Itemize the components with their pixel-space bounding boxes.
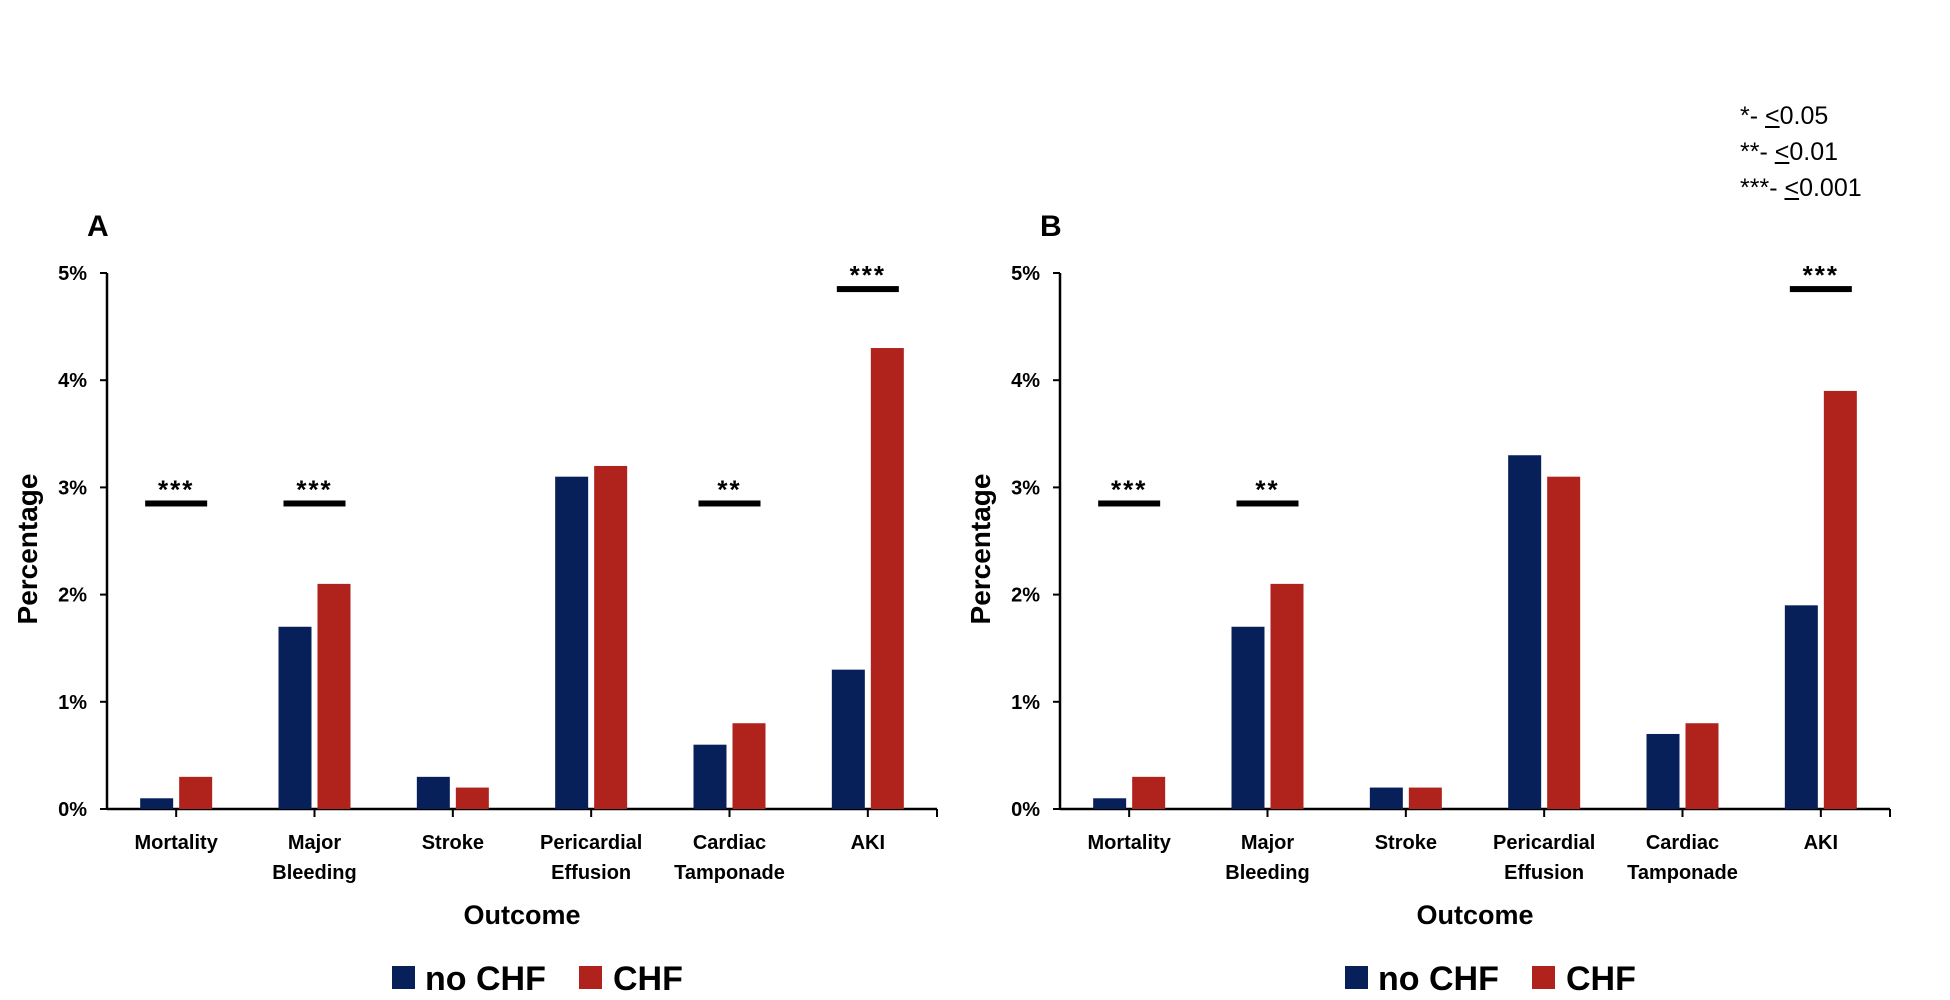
category-label: AKI xyxy=(1804,832,1838,854)
bar-chf xyxy=(1547,476,1581,809)
bar-no-chf xyxy=(555,476,589,809)
significance-stars: *** xyxy=(158,474,194,504)
bar-chf xyxy=(179,776,213,809)
significance-stars: ** xyxy=(717,474,741,504)
bar-chf xyxy=(1132,776,1166,809)
significance-bar xyxy=(283,500,346,507)
bar-no-chf xyxy=(1093,798,1127,809)
category-label: Stroke xyxy=(422,832,484,854)
significance-bar xyxy=(1098,500,1161,507)
legend-label-chf: CHF xyxy=(613,960,683,998)
category-label: Tamponade xyxy=(674,862,785,884)
significance-bar xyxy=(1789,286,1852,293)
x-axis-label: Outcome xyxy=(463,900,580,930)
category-label: Bleeding xyxy=(1225,862,1309,884)
bar-no-chf xyxy=(416,776,450,809)
y-tick-label: 5% xyxy=(58,263,87,285)
category-label: AKI xyxy=(851,832,885,854)
bar-no-chf xyxy=(1784,605,1818,809)
bar-chf xyxy=(870,348,904,809)
bar-no-chf xyxy=(1508,455,1542,809)
bar-no-chf xyxy=(1646,733,1680,809)
bar-chf xyxy=(1685,723,1719,809)
y-tick-label: 3% xyxy=(1011,477,1040,499)
category-label: Major xyxy=(288,832,342,854)
significance-bar xyxy=(145,500,208,507)
legend-label-chf: CHF xyxy=(1566,960,1636,998)
legend-swatch-no-chf xyxy=(1345,966,1368,989)
x-axis-label: Outcome xyxy=(1416,900,1533,930)
category-label: Cardiac xyxy=(693,832,766,854)
legend-label-no-chf: no CHF xyxy=(425,960,546,998)
bar-chf xyxy=(317,583,351,809)
category-label: Effusion xyxy=(1504,862,1584,884)
category-label: Major xyxy=(1241,832,1295,854)
legend-label-no-chf: no CHF xyxy=(1378,960,1499,998)
y-tick-label: 0% xyxy=(1011,799,1040,821)
y-tick-label: 4% xyxy=(58,370,87,392)
panel-label: B xyxy=(1040,210,1062,243)
key-row: *- <0.05 xyxy=(1740,102,1829,130)
bar-no-chf xyxy=(278,626,312,809)
significance-bar xyxy=(1236,500,1299,507)
bar-no-chf xyxy=(693,744,727,809)
bar-no-chf xyxy=(831,669,865,809)
significance-stars: *** xyxy=(1111,474,1147,504)
bar-chf xyxy=(1408,787,1442,809)
significance-bar xyxy=(836,286,899,293)
category-label: Stroke xyxy=(1375,832,1437,854)
bar-no-chf xyxy=(1369,787,1403,809)
y-tick-label: 3% xyxy=(58,477,87,499)
legend-swatch-chf xyxy=(1532,966,1555,989)
y-tick-label: 2% xyxy=(58,585,87,607)
significance-stars: *** xyxy=(1803,260,1839,290)
y-tick-label: 2% xyxy=(1011,585,1040,607)
y-tick-label: 1% xyxy=(1011,692,1040,714)
significance-bar xyxy=(698,500,761,507)
significance-key: *- <0.05 **- <0.01 ***- <0.001 xyxy=(1740,98,1862,206)
y-tick-label: 4% xyxy=(1011,370,1040,392)
bar-chf xyxy=(594,465,628,809)
category-label: Bleeding xyxy=(272,862,356,884)
significance-stars: *** xyxy=(850,260,886,290)
y-axis-label: Percentage xyxy=(12,474,43,625)
category-label: Mortality xyxy=(134,832,218,854)
bar-no-chf xyxy=(1231,626,1265,809)
category-label: Pericardial xyxy=(540,832,642,854)
bar-no-chf xyxy=(140,798,174,809)
panel-label: A xyxy=(87,210,109,243)
y-tick-label: 0% xyxy=(58,799,87,821)
significance-stars: *** xyxy=(296,474,332,504)
category-label: Tamponade xyxy=(1627,862,1738,884)
category-label: Cardiac xyxy=(1646,832,1719,854)
y-axis-label: Percentage xyxy=(965,474,996,625)
significance-stars: ** xyxy=(1255,474,1279,504)
y-tick-label: 5% xyxy=(1011,263,1040,285)
key-row: ***- <0.001 xyxy=(1740,174,1862,202)
legend-swatch-no-chf xyxy=(392,966,415,989)
bar-chf xyxy=(1270,583,1304,809)
bar-chf xyxy=(455,787,489,809)
category-label: Pericardial xyxy=(1493,832,1595,854)
bar-chf xyxy=(732,723,766,809)
category-label: Effusion xyxy=(551,862,631,884)
category-label: Mortality xyxy=(1087,832,1171,854)
legend-swatch-chf xyxy=(579,966,602,989)
bar-chf xyxy=(1823,390,1857,809)
key-row: **- <0.01 xyxy=(1740,138,1839,166)
y-tick-label: 1% xyxy=(58,692,87,714)
